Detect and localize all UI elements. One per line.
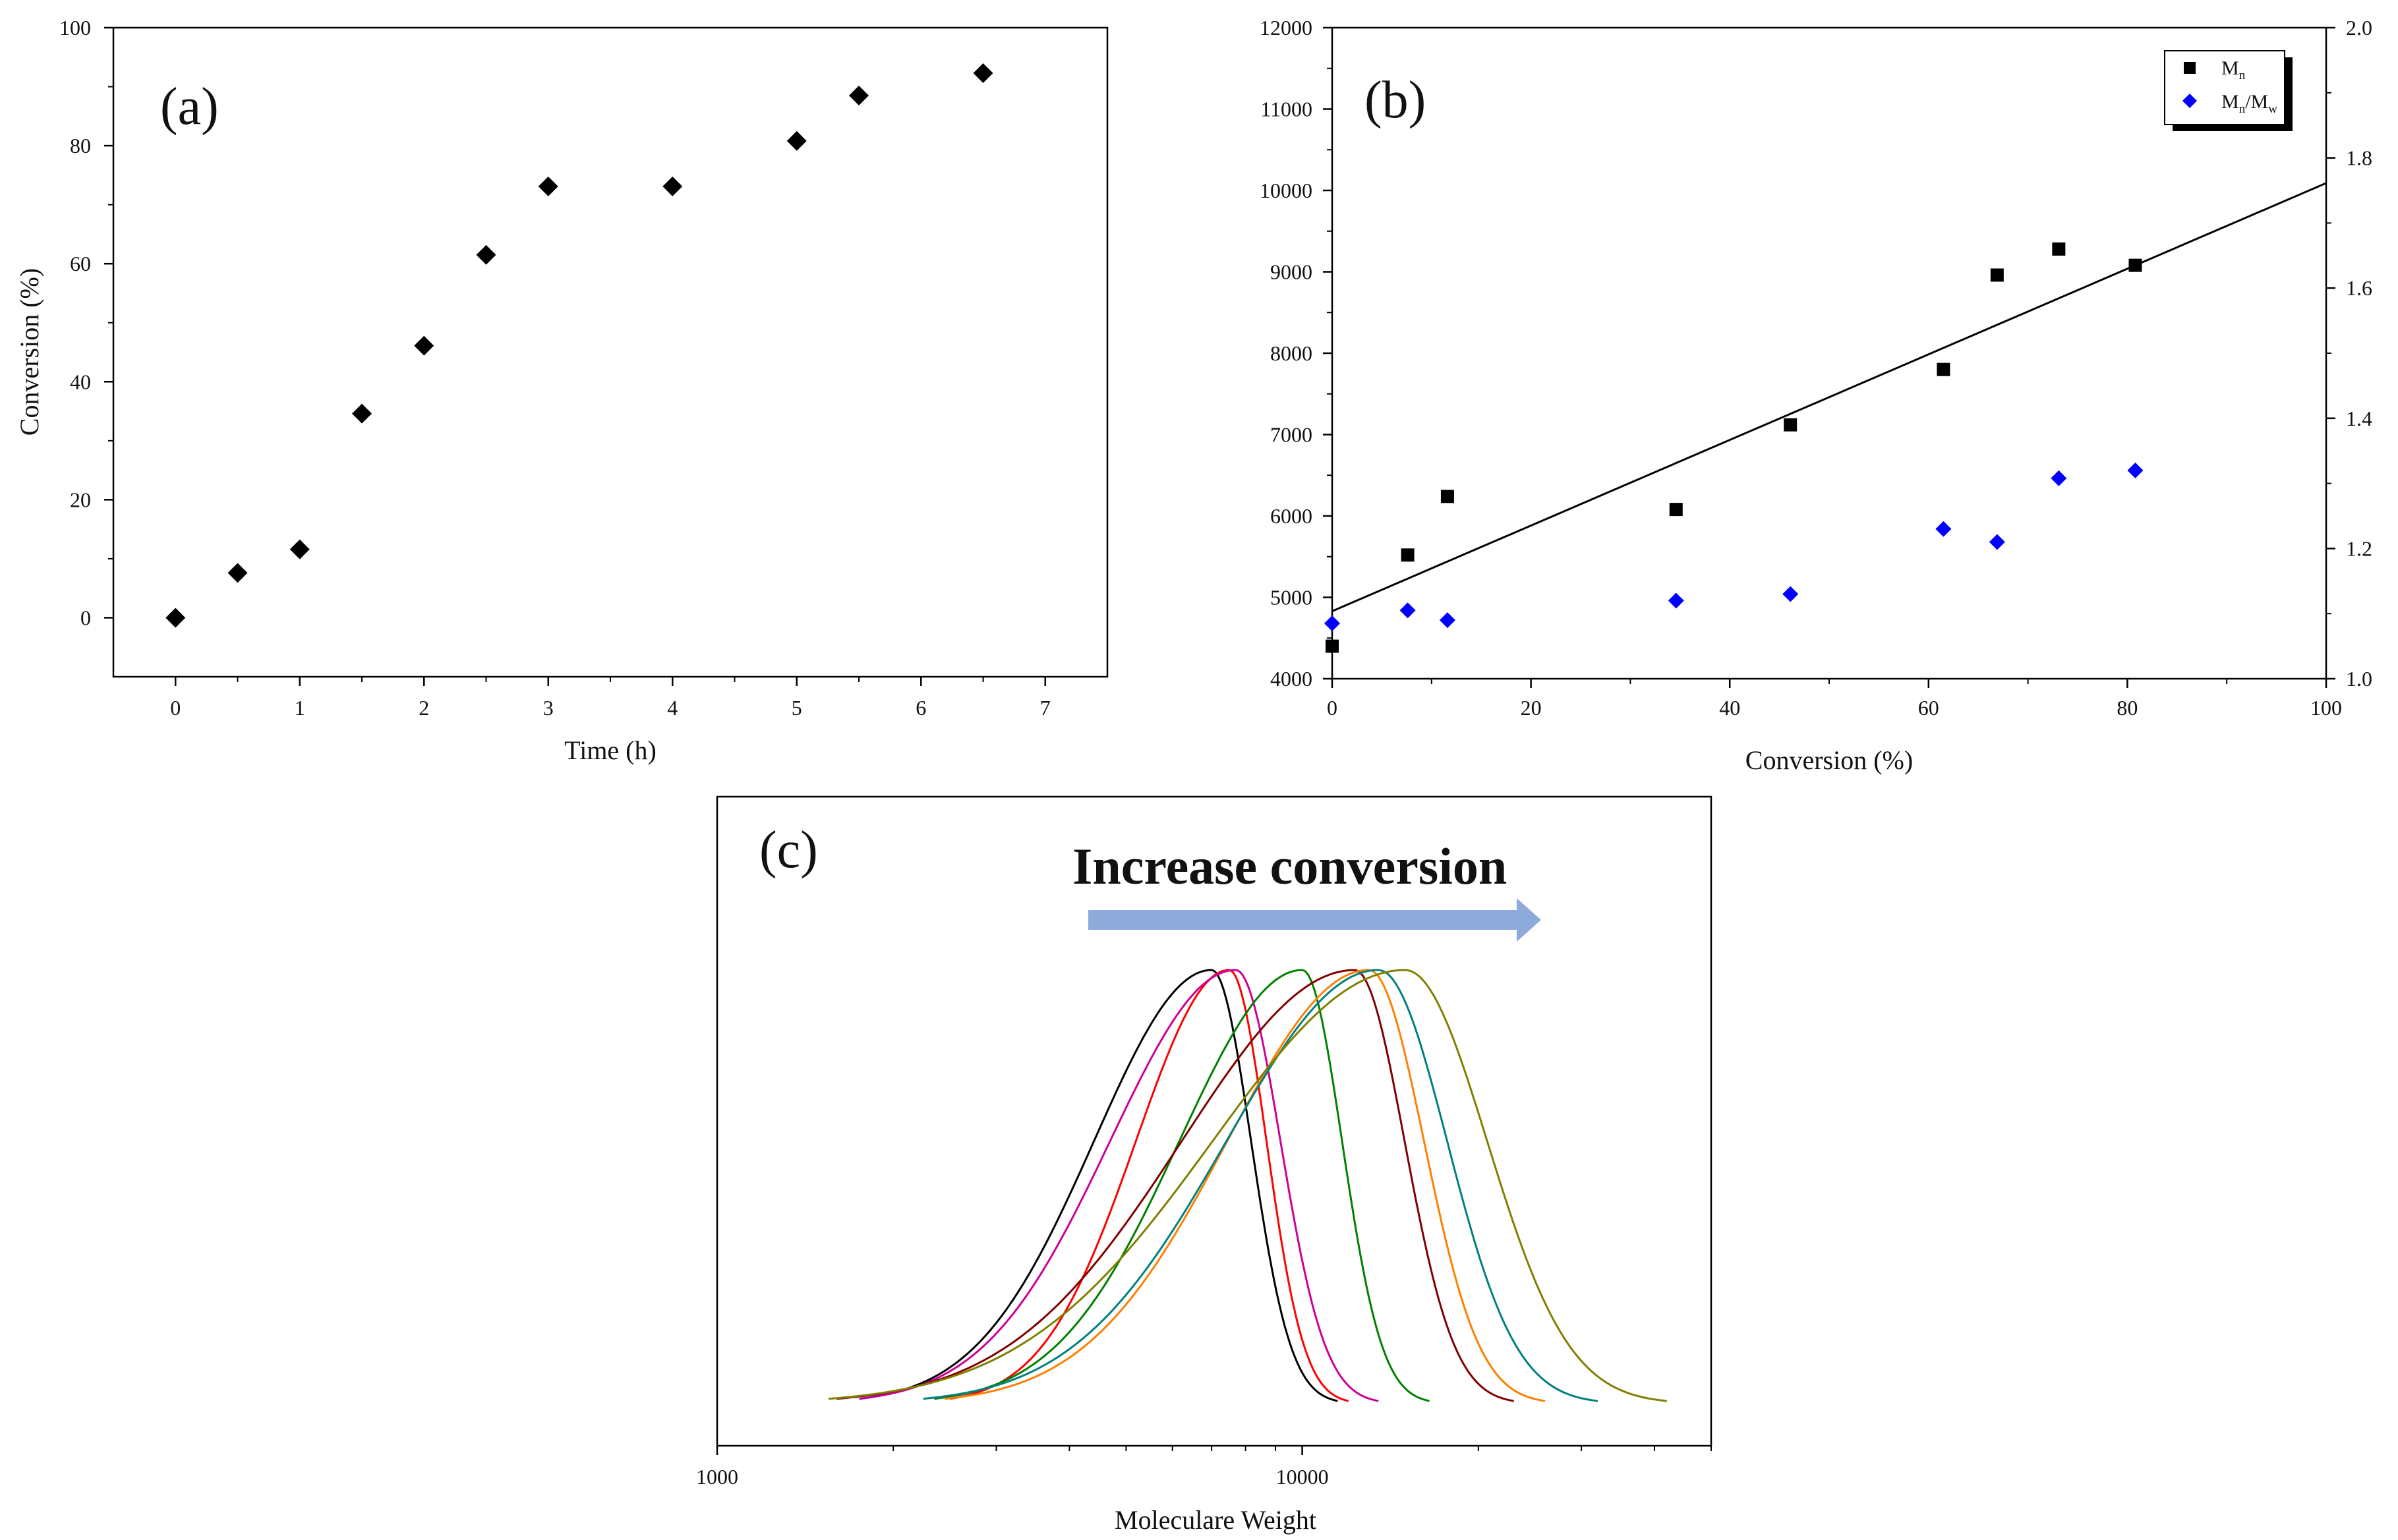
y2-tick-label: 2.0 (2346, 16, 2372, 40)
x-tick-label: 20 (1521, 696, 1542, 720)
y-tick-label: 100 (59, 16, 91, 40)
mn-point (1440, 490, 1454, 503)
x-tick-label: 3 (543, 696, 554, 720)
x-tick-label: 2 (419, 696, 429, 720)
mn-point (1784, 418, 1798, 432)
y-tick-label: 7000 (1270, 423, 1312, 447)
panel-b-x-axis-title: Conversion (%) (1745, 745, 1913, 775)
x-tick-label: 4 (667, 696, 678, 720)
increase-conversion-annotation: Increase conversion (1072, 838, 1507, 895)
mw-distribution-curve-8 (828, 969, 1667, 1402)
x-tick-label: 40 (1719, 696, 1740, 720)
mn-point (2052, 242, 2066, 256)
conversion-point (476, 244, 496, 265)
panel-a-y-axis-title: Conversion (%) (15, 268, 44, 436)
x-tick-label: 5 (792, 696, 802, 720)
x-tick-label: 80 (2117, 696, 2138, 720)
conversion-point (849, 85, 869, 105)
panel-c-chart: 1000 10000 (c) Increase conversion Molecu… (696, 795, 1712, 1535)
panel-b-label: (b) (1364, 71, 1426, 129)
conversion-point (414, 335, 434, 356)
y-tick-label: 80 (70, 134, 91, 157)
x-tick-label: 1 (295, 696, 305, 720)
y2-tick-label: 1.6 (2346, 276, 2372, 300)
mn-mw-point (1935, 521, 1952, 537)
conversion-point (538, 176, 558, 196)
legend-mn-mw-marker (2182, 94, 2197, 108)
y2-tick-label: 1.0 (2346, 667, 2372, 691)
mn-point (1669, 503, 1683, 517)
y-tick-label: 10000 (1260, 179, 1312, 202)
x-tick-label: 100 (2310, 696, 2342, 720)
y-tick-label: 4000 (1270, 667, 1312, 691)
mw-distribution-curve-4 (934, 969, 1430, 1402)
y-tick-label: 0 (80, 606, 91, 629)
mn-mw-point (1989, 534, 2005, 550)
mw-distribution-curve-2 (949, 969, 1349, 1402)
x-tick-label: 0 (170, 696, 181, 720)
y-tick-label: 9000 (1270, 260, 1312, 284)
legend-mn-marker (2184, 62, 2196, 74)
conversion-point (227, 563, 248, 583)
panel-a-label: (a) (160, 78, 219, 136)
y-tick-label: 60 (70, 252, 91, 275)
panel-a-chart: 0 1 2 3 4 5 6 7 0 20 40 60 80 100 (a) Time (h) Conver… (15, 16, 1109, 765)
conversion-point (289, 539, 310, 559)
mn-point (2128, 258, 2142, 272)
mn-mw-point (1439, 612, 1455, 629)
y2-tick-label: 1.8 (2346, 146, 2372, 170)
mn-point (1990, 268, 2004, 282)
x-tick-label: 10000 (1276, 1465, 1329, 1489)
mn-mw-point (1782, 586, 1799, 602)
arrow-shaft (1088, 910, 1519, 930)
mw-distribution-curve-3 (859, 969, 1379, 1402)
y-tick-label: 8000 (1270, 341, 1312, 365)
mn-point (1401, 548, 1415, 562)
panel-c-frame (716, 795, 1712, 1447)
panel-a-frame (112, 26, 1109, 678)
x-tick-label: 1000 (696, 1465, 738, 1489)
panel-c-x-axis-title: Moleculare Weight (1115, 1505, 1316, 1535)
mn-mw-point (2051, 470, 2067, 486)
y-tick-label: 5000 (1270, 586, 1312, 610)
mw-distribution-curve-5 (836, 969, 1514, 1402)
panel-c-label: (c) (759, 821, 818, 879)
mn-mw-point (1399, 602, 1416, 619)
mn-mw-point (1668, 592, 1684, 609)
y-tick-label: 20 (70, 488, 91, 511)
mn-mw-point (2127, 462, 2144, 478)
mw-distribution-curve-1 (859, 969, 1338, 1402)
x-tick-label: 7 (1040, 696, 1051, 720)
mn-linear-fit-line (1331, 182, 2327, 612)
panel-b-chart: 0 20 40 60 80 100 4000 5000 6000 7000 8000 9000 1000… (1260, 16, 2372, 775)
y-tick-label: 12000 (1260, 16, 1312, 40)
mn-point (1937, 362, 1950, 376)
conversion-point (662, 176, 683, 196)
y-tick-label: 6000 (1270, 504, 1312, 528)
mw-distribution-curve-7 (923, 969, 1598, 1402)
x-tick-label: 6 (916, 696, 926, 720)
x-tick-label: 60 (1918, 696, 1939, 720)
y-tick-label: 40 (70, 370, 91, 393)
conversion-point (165, 608, 186, 628)
y-tick-label: 11000 (1260, 98, 1312, 121)
y2-tick-label: 1.4 (2346, 407, 2372, 430)
mn-point (1326, 639, 1339, 653)
y2-tick-label: 1.2 (2346, 536, 2372, 560)
legend-mn-mw-label: Mn/Mw (2221, 91, 2277, 116)
mn-mw-point (1324, 615, 1340, 632)
increase-conversion-arrow (1088, 898, 1541, 942)
x-tick-label: 0 (1327, 696, 1337, 720)
arrow-head (1517, 898, 1541, 942)
conversion-point (786, 130, 807, 151)
legend-mn-label: Mn (2221, 57, 2246, 82)
panel-b-legend: Mn Mn/Mw (2164, 50, 2293, 131)
conversion-point (973, 63, 993, 83)
panel-a-x-axis-title: Time (h) (564, 735, 657, 765)
conversion-point (352, 403, 372, 424)
